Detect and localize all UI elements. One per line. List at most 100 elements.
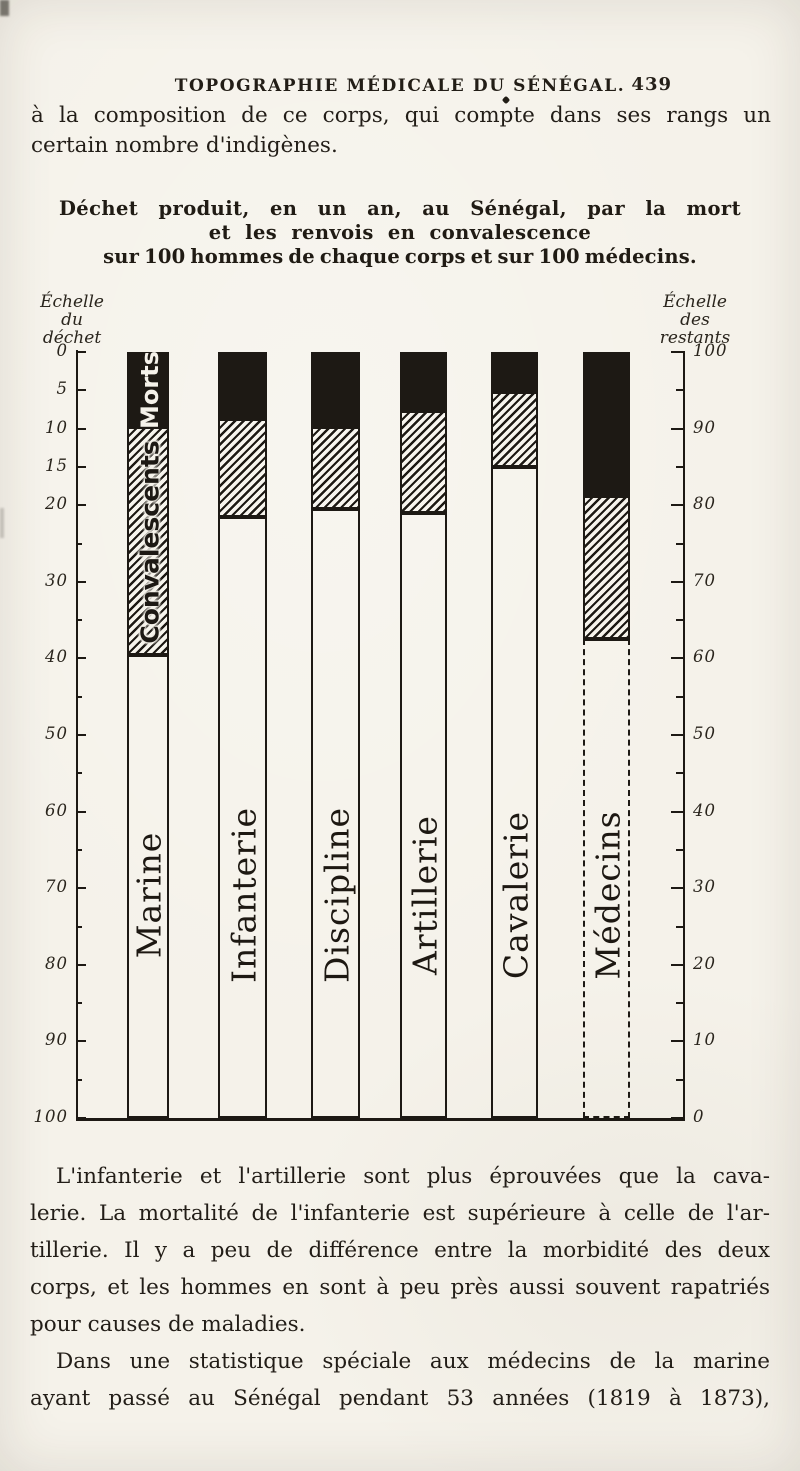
left-axis-tick-label: 100 [33,1107,68,1126]
right-axis-minor-tick [676,542,685,545]
bar-section-convalescents [400,413,447,513]
right-axis-minor-tick [676,619,685,622]
left-axis-tick-label: 15 [45,455,68,475]
left-axis-tick-label: 60 [45,800,68,820]
left-axis-minor-tick [76,1078,82,1081]
left-axis-caption: du [61,310,83,330]
right-axis-tick-label: 40 [693,800,716,820]
right-axis-minor-tick [676,695,685,698]
left-axis-tick-label: 10 [45,417,68,437]
right-axis-tick [671,657,685,660]
right-axis-tick-label: 90 [693,417,716,437]
legend-convalescents-label: Convalescents [135,439,165,644]
running-title: TOPOGRAPHIE MÉDICALE DU SÉNÉGAL. [174,76,626,96]
intro-line: à la composition de ce corps, qui compte… [31,103,771,128]
right-axis-minor-tick [676,465,685,468]
x-baseline [76,1118,685,1121]
right-axis-tick-label: 80 [693,494,716,514]
left-axis-tick-label: 30 [45,570,68,590]
left-axis-tick [76,504,86,507]
left-axis-minor-tick [76,848,82,851]
chart-title-line: sur 100 hommes de chaque corps et sur 10… [103,245,697,268]
intro-paragraph: à la composition de ce corps, qui compte… [31,101,771,161]
right-axis-caption: des [680,310,710,330]
bar-category-label: Marine [129,831,169,959]
right-axis-tick-label: 60 [693,647,716,667]
bar-category-label: Infanterie [224,806,263,984]
left-axis-minor-tick [76,772,82,775]
right-axis-tick [671,887,685,890]
right-axis-tick-label: 100 [693,341,728,360]
bar-section-convalescents [491,394,538,467]
right-axis-tick [671,580,685,583]
bar-section-convalescents [583,497,630,640]
left-axis-tick [76,427,86,430]
right-axis-tick-label: 70 [693,570,716,590]
left-axis-caption: Échelle [40,292,104,312]
text-line: corps, et les hommes en sont à peu près … [30,1275,770,1300]
left-axis-tick-label: 40 [45,647,68,667]
text-line: Dans une statistique spéciale aux médeci… [56,1349,770,1374]
bar-section-morts [127,352,169,429]
bar-section-morts [583,352,630,498]
right-axis-minor-tick [676,848,685,851]
left-axis-tick [76,580,86,583]
left-axis-tick [76,734,86,736]
right-axis-tick [671,734,685,736]
bar-category-label: Discipline [317,807,356,983]
right-axis-minor-tick [676,925,685,928]
right-axis-tick [671,810,685,813]
legend-morts-label: Morts [136,351,164,430]
chart-title-line: et les renvois en convalescence [208,221,592,244]
bar-category-label: Artillerie [405,815,444,975]
left-axis-minor-tick [76,695,82,698]
left-axis-tick-label: 20 [45,494,68,514]
right-axis-tick [671,963,685,966]
text-line: tillerie. Il y a peu de différence entre… [30,1238,770,1263]
text-line: lerie. La mortalité de l'infanterie est … [30,1201,770,1226]
bar-section-convalescents [218,420,267,517]
bar-section-restants [218,516,267,1118]
left-axis-tick [76,465,86,468]
left-axis-tick-label: 50 [45,724,68,743]
left-axis-minor-tick [76,619,82,622]
bar-section-morts [218,352,267,421]
bar-section-morts [491,352,538,395]
left-axis-minor-tick [76,1002,82,1005]
left-axis-tick [76,351,86,353]
right-axis-caption: restants [659,328,731,348]
left-axis-tick-label: 90 [45,1030,68,1050]
page-number: 439 [631,74,672,95]
body-text: L'infanterie et l'artillerie sont plus é… [30,1158,770,1417]
right-axis-tick [671,504,685,507]
right-axis-tick-label: 0 [693,1107,705,1126]
right-axis-tick [671,427,685,430]
bar-section-morts [400,352,447,414]
left-axis-tick [76,389,86,392]
right-axis-tick [671,1040,685,1043]
bar-category-label: Cavalerie [496,810,535,980]
bar-section-restants [491,466,538,1118]
scan-smudge [0,508,4,538]
chart-title-line: Déchet produit, en un an, au Sénégal, pa… [59,197,741,220]
text-line: ayant passé au Sénégal pendant 53 années… [30,1386,770,1411]
right-axis-tick-label: 30 [693,877,716,897]
left-axis-tick-label: 70 [45,877,68,897]
left-axis-tick-label: 5 [56,379,68,399]
bar-section-convalescents [127,428,169,655]
scan-smudge [0,0,9,16]
right-axis-tick-label: 50 [693,724,716,743]
left-axis-tick-label: 0 [56,341,68,360]
right-axis-tick [671,351,685,353]
chart-title: Déchet produit, en un an, au Sénégal, pa… [0,197,800,269]
text-line: pour causes de maladies. [30,1312,306,1337]
left-axis-minor-tick [76,925,82,928]
left-axis-tick [76,887,86,890]
bar-section-convalescents [311,428,360,510]
bar-section-restants [311,509,360,1118]
left-axis-tick [76,963,86,966]
left-axis-tick [76,1117,86,1119]
bar-section-morts [311,352,360,429]
